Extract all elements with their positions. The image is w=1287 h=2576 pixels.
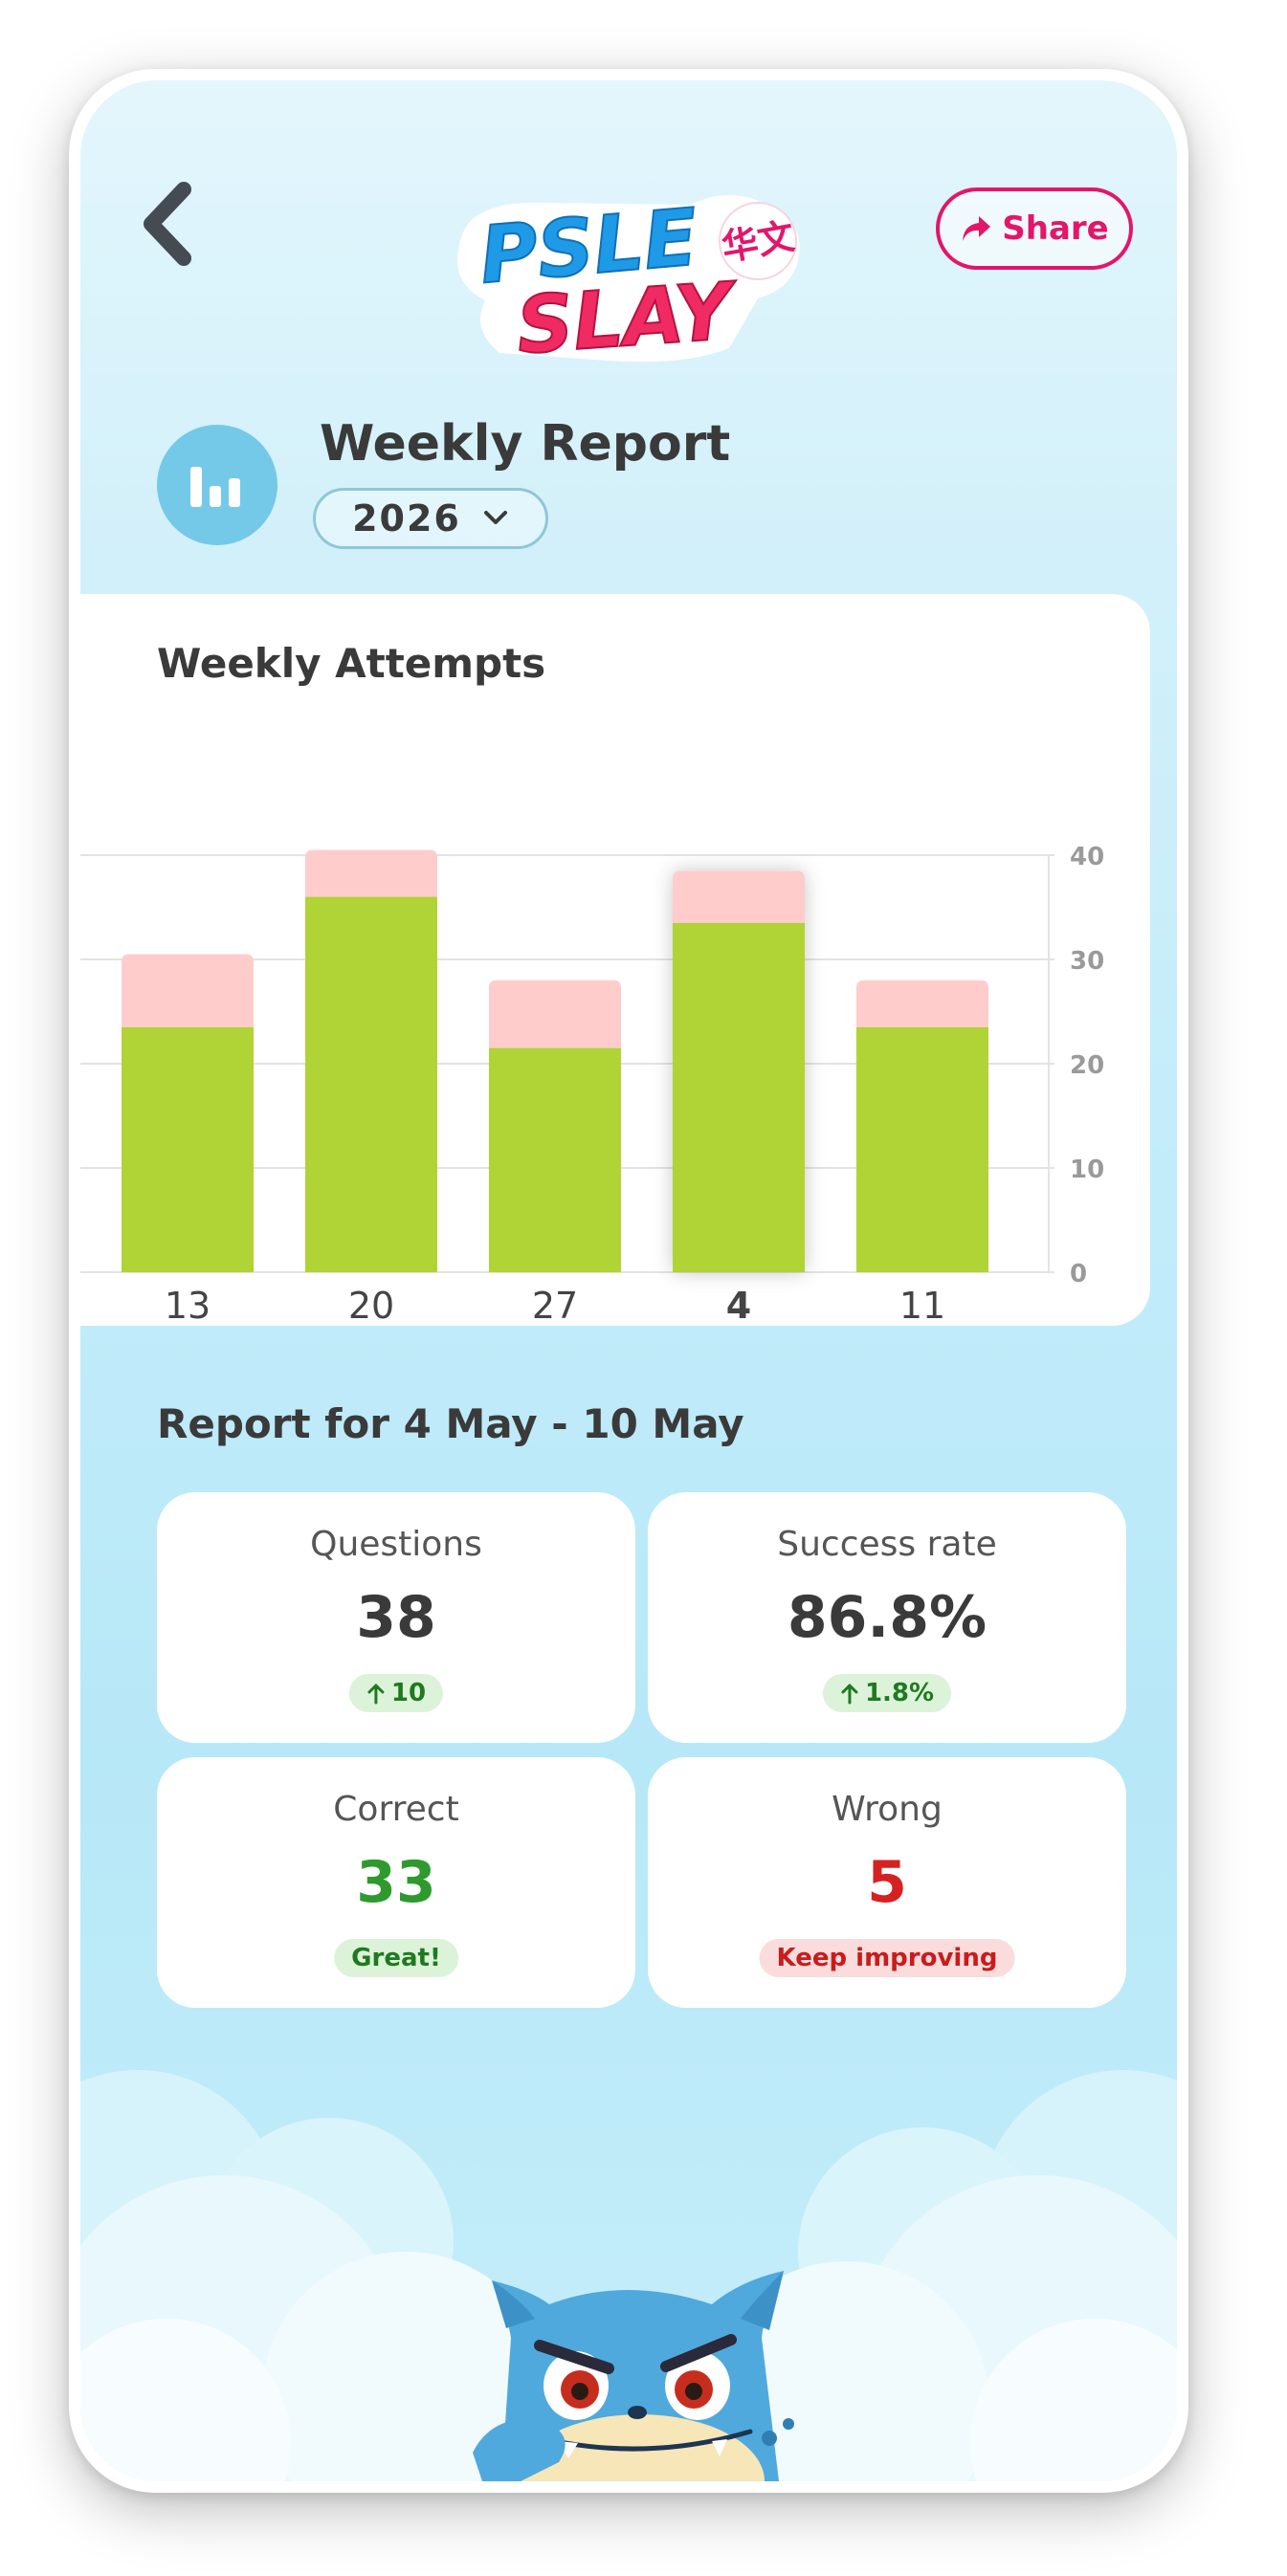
correct-label: Correct [333,1790,459,1829]
share-label: Share [1002,209,1109,248]
bar-correct-segment [489,1047,621,1272]
wrong-value: 5 [867,1849,907,1916]
bar-group[interactable] [489,980,621,1272]
year-dropdown[interactable]: 2026 [313,488,548,549]
success-rate-card: Success rate 86.8% 1.8% [648,1492,1126,1743]
correct-card: Correct 33 Great! [157,1757,635,2008]
year-value: 2026 [352,497,461,539]
questions-delta: 10 [390,1679,427,1707]
questions-value: 38 [356,1584,436,1651]
chevron-down-icon [483,511,507,524]
y-tick-label: 10 [1070,1156,1104,1184]
phone-frame: PSLE SLAY 华文 Share Weekly Report 2026 [69,69,1188,2493]
x-tick-label: 11 [899,1285,945,1326]
bar-wrong-segment [856,980,988,1027]
y-tick-label: 0 [1070,1260,1087,1288]
bar-group[interactable] [122,954,254,1272]
y-tick-label: 20 [1070,1051,1104,1080]
weekly-attempts-card: 0102030401320274May11 Weekly Attempts [80,594,1150,1326]
wrong-badge: Keep improving [759,1939,1015,1977]
bar-wrong-segment [489,980,621,1048]
monster-mascot [473,2271,794,2481]
bar-correct-segment [856,1026,988,1272]
bar-wrong-segment [122,954,254,1027]
logo-line1: PSLE [477,192,701,301]
success-delta: 1.8% [864,1679,935,1707]
mascot-scene [80,2070,1177,2481]
chevron-left-icon [144,182,191,266]
x-tick-label: 4 [726,1285,751,1326]
report-badge [157,425,277,545]
wrong-label: Wrong [832,1790,943,1829]
x-tick-label: 13 [165,1285,211,1326]
bar-wrong-segment [673,870,805,923]
psle-slay-logo: PSLE SLAY 华文 [456,191,800,367]
x-tick-label: 27 [532,1285,578,1326]
app-screen: PSLE SLAY 华文 Share Weekly Report 2026 [80,80,1177,2481]
wrong-card: Wrong 5 Keep improving [648,1757,1126,2008]
report-range-title: Report for 4 May - 10 May [157,1400,744,1447]
logo-line2: SLAY [514,266,742,367]
success-value: 86.8% [787,1584,987,1651]
chart-title: Weekly Attempts [157,640,546,687]
y-tick-label: 40 [1070,843,1104,871]
x-tick-label: 20 [348,1285,394,1326]
correct-badge: Great! [334,1939,458,1977]
bar-wrong-segment [305,849,437,897]
questions-delta-badge: 10 [348,1674,444,1712]
arrow-up-icon [841,1684,858,1705]
bar-group[interactable] [673,870,805,1272]
bar-group[interactable] [305,849,437,1272]
bar-correct-segment [122,1026,254,1272]
clouds-illustration [80,2070,1177,2481]
questions-card: Questions 38 10 [157,1492,635,1743]
correct-value: 33 [356,1849,436,1916]
success-delta-badge: 1.8% [822,1674,952,1712]
page-title: Weekly Report [320,415,731,473]
share-arrow-icon [963,216,991,241]
bar-correct-segment [673,922,805,1272]
bar-group[interactable] [856,980,988,1272]
bar-correct-segment [305,896,437,1272]
weekly-attempts-chart: 0102030401320274May11 [80,843,1104,1326]
back-button[interactable] [128,176,205,272]
bar-chart-icon [190,467,240,507]
success-label: Success rate [777,1525,997,1564]
share-button[interactable]: Share [936,187,1133,270]
questions-label: Questions [310,1525,482,1564]
y-tick-label: 30 [1070,947,1104,976]
arrow-up-icon [367,1684,385,1705]
